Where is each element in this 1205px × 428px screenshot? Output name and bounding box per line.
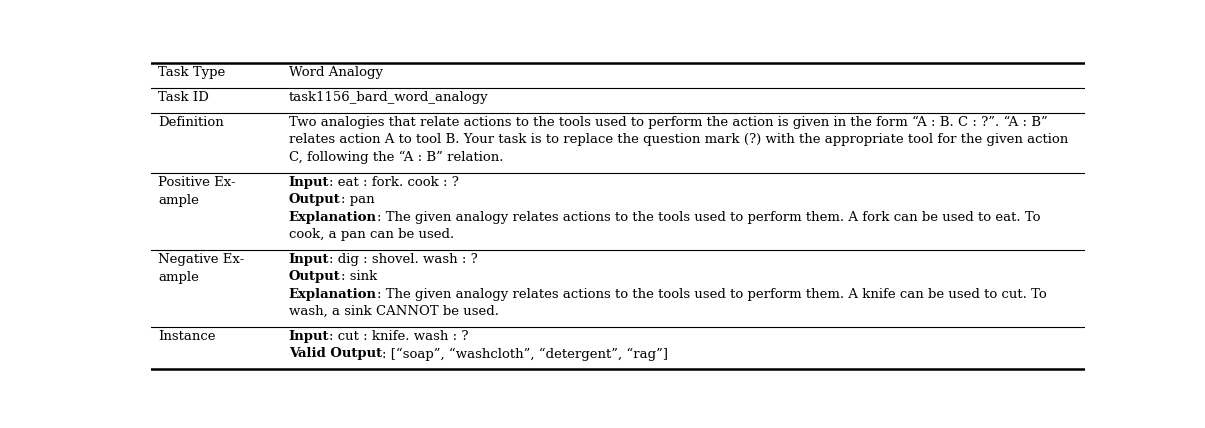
Text: cook, a pan can be used.: cook, a pan can be used. <box>289 228 454 241</box>
Text: : cut : knife. wash : ?: : cut : knife. wash : ? <box>329 330 469 343</box>
Text: Input: Input <box>289 176 329 189</box>
Text: Explanation: Explanation <box>289 211 377 223</box>
Text: task1156_bard_word_analogy: task1156_bard_word_analogy <box>289 91 488 104</box>
Text: : pan: : pan <box>341 193 375 206</box>
Text: Instance: Instance <box>158 330 216 343</box>
Text: Two analogies that relate actions to the tools used to perform the action is giv: Two analogies that relate actions to the… <box>289 116 1047 129</box>
Text: Word Analogy: Word Analogy <box>289 66 383 79</box>
Text: Task Type: Task Type <box>158 66 225 79</box>
Text: Input: Input <box>289 253 329 266</box>
Text: Output: Output <box>289 270 341 283</box>
Text: : [“soap”, “washcloth”, “detergent”, “rag”]: : [“soap”, “washcloth”, “detergent”, “ra… <box>382 348 668 361</box>
Text: Negative Ex-
ample: Negative Ex- ample <box>158 253 245 284</box>
Text: Explanation: Explanation <box>289 288 377 300</box>
Text: C, following the “A : B” relation.: C, following the “A : B” relation. <box>289 151 504 164</box>
Text: relates action A to tool B. Your task is to replace the question mark (?) with t: relates action A to tool B. Your task is… <box>289 134 1068 146</box>
Text: Task ID: Task ID <box>158 91 208 104</box>
Text: : The given analogy relates actions to the tools used to perform them. A knife c: : The given analogy relates actions to t… <box>377 288 1047 300</box>
Text: : sink: : sink <box>341 270 377 283</box>
Text: Positive Ex-
ample: Positive Ex- ample <box>158 176 236 207</box>
Text: wash, a sink CANNOT be used.: wash, a sink CANNOT be used. <box>289 305 499 318</box>
Text: : eat : fork. cook : ?: : eat : fork. cook : ? <box>329 176 459 189</box>
Text: Valid Output: Valid Output <box>289 348 382 360</box>
Text: Input: Input <box>289 330 329 343</box>
Text: : The given analogy relates actions to the tools used to perform them. A fork ca: : The given analogy relates actions to t… <box>377 211 1040 223</box>
Text: Definition: Definition <box>158 116 224 129</box>
Text: Output: Output <box>289 193 341 206</box>
Text: : dig : shovel. wash : ?: : dig : shovel. wash : ? <box>329 253 478 266</box>
